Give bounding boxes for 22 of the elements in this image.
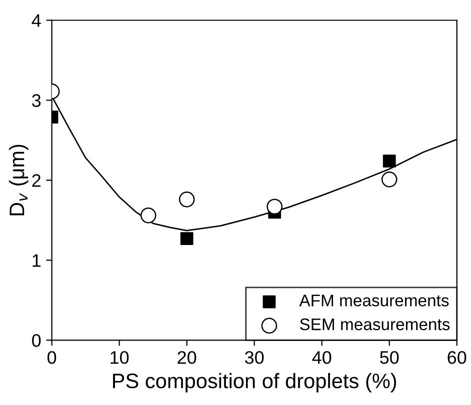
x-tick-label: 0 xyxy=(47,351,56,364)
x-tick-label: 30 xyxy=(244,351,264,364)
point xyxy=(382,154,396,168)
point xyxy=(178,192,195,208)
y-tick-label: 1 xyxy=(32,254,41,267)
x-tick-label: 40 xyxy=(312,351,332,364)
legend-label: AFM measurements xyxy=(299,294,449,306)
x-axis-title: PS composition of droplets (%) xyxy=(113,373,396,392)
point xyxy=(180,232,194,246)
y-tick-label: 2 xyxy=(32,174,40,187)
x-tick-label: 20 xyxy=(178,351,196,364)
x-tick-label: 60 xyxy=(448,351,466,364)
x-tick-label: 10 xyxy=(110,351,129,364)
point xyxy=(381,172,398,188)
y-tick-label: 4 xyxy=(32,14,41,27)
x-tick-label: 50 xyxy=(380,351,399,364)
y-tick-label: 3 xyxy=(32,94,41,107)
legend-label: SEM measurements xyxy=(300,318,450,330)
y-tick-label: 0 xyxy=(32,334,41,347)
point xyxy=(140,208,156,224)
y-axis-title: D$_{v}$ (μm) xyxy=(8,144,28,216)
point xyxy=(266,198,282,215)
